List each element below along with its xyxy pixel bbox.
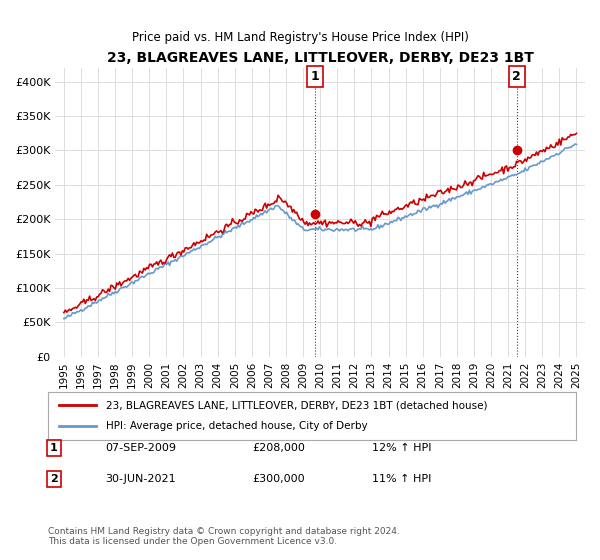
Text: £300,000: £300,000 (252, 474, 305, 484)
Text: Price paid vs. HM Land Registry's House Price Index (HPI): Price paid vs. HM Land Registry's House … (131, 31, 469, 44)
Text: 2: 2 (512, 70, 521, 83)
Text: 1: 1 (50, 443, 58, 453)
Text: 2: 2 (50, 474, 58, 484)
Text: Contains HM Land Registry data © Crown copyright and database right 2024.
This d: Contains HM Land Registry data © Crown c… (48, 526, 400, 546)
Title: 23, BLAGREAVES LANE, LITTLEOVER, DERBY, DE23 1BT: 23, BLAGREAVES LANE, LITTLEOVER, DERBY, … (107, 52, 533, 66)
Text: HPI: Average price, detached house, City of Derby: HPI: Average price, detached house, City… (106, 421, 368, 431)
Text: 1: 1 (311, 70, 319, 83)
Text: 07-SEP-2009: 07-SEP-2009 (105, 443, 176, 453)
Text: 30-JUN-2021: 30-JUN-2021 (105, 474, 176, 484)
Text: £208,000: £208,000 (252, 443, 305, 453)
Text: 11% ↑ HPI: 11% ↑ HPI (372, 474, 431, 484)
Text: 23, BLAGREAVES LANE, LITTLEOVER, DERBY, DE23 1BT (detached house): 23, BLAGREAVES LANE, LITTLEOVER, DERBY, … (106, 400, 488, 410)
Text: 12% ↑ HPI: 12% ↑ HPI (372, 443, 431, 453)
